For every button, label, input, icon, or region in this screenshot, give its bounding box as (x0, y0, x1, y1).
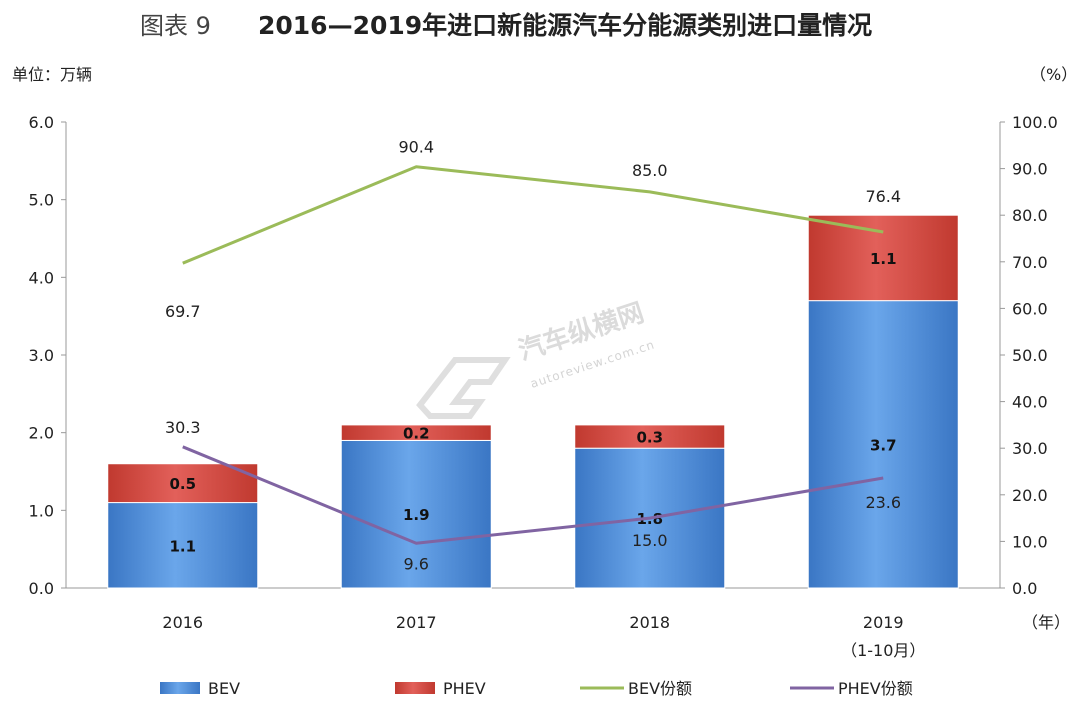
bar-phev-2018 (574, 424, 726, 449)
line-label-PHEV份额-2018: 15.0 (632, 531, 668, 550)
line-label-BEV份额-2016: 69.7 (165, 302, 201, 321)
bar-phev-2016 (107, 463, 259, 504)
left-tick-label: 5.0 (29, 191, 54, 210)
x-axis-unit: （年） (1022, 613, 1070, 632)
category-label: 2016 (162, 613, 203, 632)
bar-label-bev-2019: 3.7 (870, 436, 897, 454)
right-tick-label: 60.0 (1012, 299, 1048, 318)
category-label: 2017 (396, 613, 437, 632)
bar-label-phev-2017: 0.2 (403, 425, 430, 443)
category-sublabel: （1-10月） (841, 641, 925, 660)
left-tick-label: 4.0 (29, 268, 54, 287)
right-tick-label: 10.0 (1012, 532, 1048, 551)
legend-label-BEV: BEV (208, 679, 240, 698)
left-tick-label: 1.0 (29, 501, 54, 520)
bar-label-bev-2017: 1.9 (403, 506, 430, 524)
legend: BEV PHEV BEV份额 PHEV份额 (160, 679, 913, 698)
line-label-PHEV份额-2019: 23.6 (865, 493, 901, 512)
legend-label-BEV份额: BEV份额 (628, 679, 692, 698)
line-label-BEV份额-2018: 85.0 (632, 161, 668, 180)
legend-swatch-phev (395, 682, 435, 694)
category-label: 2018 (629, 613, 670, 632)
line-label-BEV份额-2019: 76.4 (865, 187, 901, 206)
right-tick-label: 50.0 (1012, 346, 1048, 365)
share-lines: 69.7 90.4 85.0 76.4 30.3 9.6 15.0 23.6 (165, 138, 901, 574)
left-tick-label: 6.0 (29, 113, 54, 132)
line-BEV份额 (182, 165, 884, 265)
bar-bev-2019 (807, 300, 959, 589)
bar-label-phev-2018: 0.3 (636, 429, 663, 447)
legend-label-PHEV份额: PHEV份额 (838, 679, 913, 698)
right-tick-label: 70.0 (1012, 253, 1048, 272)
left-axis-ticks: 0.0 1.0 2.0 3.0 4.0 5.0 6.0 (29, 113, 66, 598)
bars: 1.10.51.90.21.80.3 3.71.1 (107, 214, 959, 589)
right-tick-label: 100.0 (1012, 113, 1058, 132)
right-tick-label: 90.0 (1012, 160, 1048, 179)
bar-phev-2017 (340, 424, 492, 441)
line-PHEV份额 (182, 445, 884, 545)
right-tick-label: 0.0 (1012, 579, 1037, 598)
category-label: 2019 (863, 613, 904, 632)
category-labels: 2016 2017 2018 2019 （1-10月） (162, 613, 925, 660)
left-axis-unit: 单位：万辆 (12, 65, 92, 84)
legend-swatch-bev (160, 682, 200, 694)
left-tick-label: 2.0 (29, 424, 54, 443)
bar-label-phev-2019: 1.1 (870, 250, 897, 268)
watermark-logo-icon (416, 357, 511, 419)
chart-title-prefix: 图表 9 (140, 12, 211, 40)
bar-label-phev-2016: 0.5 (169, 475, 196, 493)
right-axis-unit: （%） (1030, 65, 1077, 84)
bar-label-bev-2016: 1.1 (169, 537, 196, 555)
right-tick-label: 20.0 (1012, 486, 1048, 505)
chart-title: 2016—2019年进口新能源汽车分能源类别进口量情况 (258, 11, 872, 40)
left-tick-label: 0.0 (29, 579, 54, 598)
bar-bev-2016 (107, 502, 259, 589)
bar-phev-2019 (807, 214, 959, 302)
right-axis-ticks: 0.0 10.0 20.0 30.0 40.0 50.0 60.0 70.0 80.0 90.0 1… (1000, 113, 1058, 598)
line-label-PHEV份额-2016: 30.3 (165, 418, 201, 437)
right-tick-label: 40.0 (1012, 393, 1048, 412)
line-label-BEV份额-2017: 90.4 (398, 138, 434, 157)
line-label-PHEV份额-2017: 9.6 (404, 554, 429, 573)
right-tick-label: 30.0 (1012, 439, 1048, 458)
left-tick-label: 3.0 (29, 346, 54, 365)
bar-bev-2017 (340, 439, 492, 589)
watermark: 汽车纵横网 autoreview.com.cn (416, 297, 657, 419)
legend-label-PHEV: PHEV (443, 679, 486, 698)
right-tick-label: 80.0 (1012, 206, 1048, 225)
